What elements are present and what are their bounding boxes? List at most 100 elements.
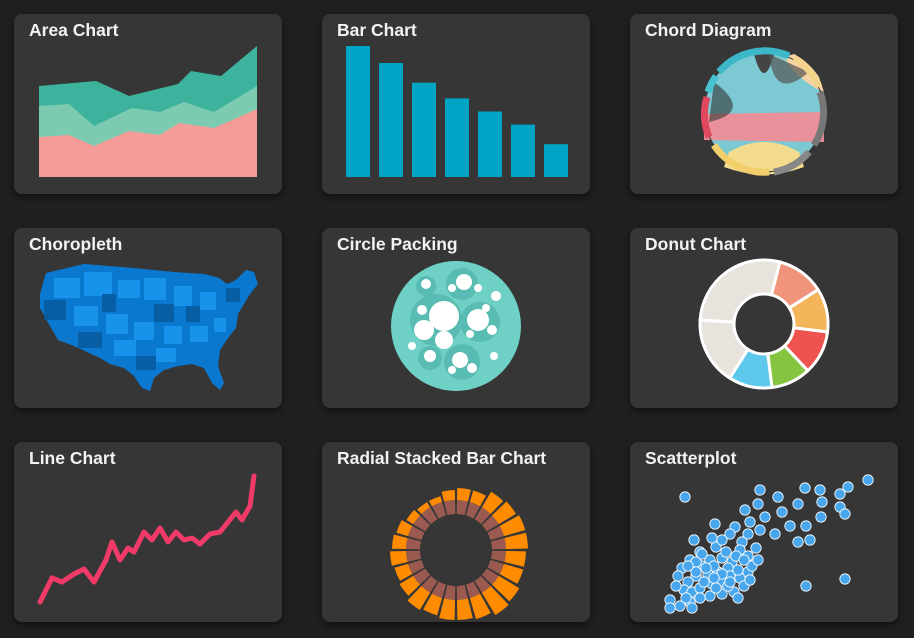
scatter-point xyxy=(842,481,854,493)
radial-bar-inner xyxy=(456,500,468,516)
chord-arc-gray xyxy=(810,90,828,147)
card-bar-chart[interactable]: Bar Chart xyxy=(322,14,590,194)
scatter-point xyxy=(772,491,784,503)
radial-bar-outer xyxy=(441,490,456,502)
chord-arc-teal-2 xyxy=(704,73,719,94)
radial-bar-outer xyxy=(499,563,524,584)
radial-bar-inner xyxy=(406,550,422,562)
scatter-point xyxy=(744,516,756,528)
scatter-point xyxy=(759,511,771,523)
radial-bar-outer xyxy=(399,575,420,596)
chord-arc-red xyxy=(700,95,713,139)
radial-bar-inner xyxy=(413,515,431,532)
radial-bar-outer xyxy=(392,534,408,550)
radial-bar-outer xyxy=(492,575,520,602)
scatter-point xyxy=(732,592,744,604)
pack-leaf xyxy=(487,325,497,335)
scatter-point xyxy=(732,564,744,576)
bar xyxy=(379,63,403,177)
pack-leaf xyxy=(490,352,498,360)
card-title: Area Chart xyxy=(29,20,119,40)
pack-leaf xyxy=(467,363,477,373)
scatter-point xyxy=(815,511,827,523)
radial-bar-outer xyxy=(390,550,408,566)
radial-bar-outer xyxy=(499,515,526,537)
scatter-point xyxy=(750,542,762,554)
scatter-point xyxy=(694,592,706,604)
radial-bar-outer xyxy=(456,598,473,620)
radial-bar-outer xyxy=(439,598,456,620)
card-line-chart[interactable]: Line Chart xyxy=(14,442,282,622)
scatter-point xyxy=(776,506,788,518)
choropleth-map-icon xyxy=(40,264,258,391)
radial-bar-outer xyxy=(428,496,443,507)
card-area-chart[interactable]: Area Chart xyxy=(14,14,282,194)
pack-leaf xyxy=(448,366,456,374)
card-chord-diagram[interactable]: Chord Diagram xyxy=(630,14,898,194)
card-radial-stacked-bar-chart[interactable]: Radial Stacked Bar Chart xyxy=(322,442,590,622)
scatter-point xyxy=(784,520,796,532)
pack-leaf xyxy=(452,352,468,368)
pack-leaf xyxy=(435,331,453,349)
donut-chart-icon xyxy=(698,258,830,390)
scatter-point xyxy=(716,534,728,546)
card-scatterplot[interactable]: Scatterplot xyxy=(630,442,898,622)
radial-bar-inner xyxy=(487,560,505,575)
scatter-point xyxy=(688,534,700,546)
scatter-point xyxy=(804,534,816,546)
radial-bar-inner xyxy=(407,525,425,540)
pack-leaf xyxy=(408,342,416,350)
card-choropleth[interactable]: Choropleth xyxy=(14,228,282,408)
scatter-point xyxy=(664,602,676,614)
radial-bar-inner xyxy=(421,507,438,525)
scatter-point xyxy=(799,482,811,494)
radial-bar-inner xyxy=(431,581,446,599)
radial-bar-inner xyxy=(444,584,456,600)
radial-bar-outer xyxy=(469,490,486,507)
bar xyxy=(412,82,436,177)
radial-bar-inner xyxy=(474,507,491,525)
scatter-point xyxy=(709,518,721,530)
card-circle-packing[interactable]: Circle Packing xyxy=(322,228,590,408)
scatter-point xyxy=(696,548,708,560)
donut-slice xyxy=(698,318,750,381)
card-title: Scatterplot xyxy=(645,448,737,468)
scatter-point xyxy=(670,580,682,592)
scatter-point xyxy=(752,554,764,566)
chord-ribbon-dark-3 xyxy=(709,82,733,122)
radial-bar-outer xyxy=(407,586,431,610)
scatter-point xyxy=(700,562,712,574)
chord-ribbon-pink xyxy=(704,112,824,142)
radial-bar-inner xyxy=(481,515,499,532)
scatter-point xyxy=(724,576,736,588)
scatter-point xyxy=(769,528,781,540)
scatter-point xyxy=(710,582,722,594)
scatter-point xyxy=(686,602,698,614)
scatter-point xyxy=(834,488,846,500)
scatter-point xyxy=(672,570,684,582)
radial-bar-outer xyxy=(423,593,443,616)
pack-leaf xyxy=(466,330,474,338)
pack-leaf xyxy=(421,279,431,289)
card-title: Bar Chart xyxy=(337,20,417,40)
card-title: Choropleth xyxy=(29,234,123,254)
scatter-point xyxy=(816,496,828,508)
radial-bar-inner xyxy=(444,500,456,516)
scatterplot-icon xyxy=(664,474,874,614)
radial-bar-outer xyxy=(469,593,491,620)
bar xyxy=(544,144,568,177)
chord-arc-yellow-top xyxy=(792,54,823,89)
scatter-point xyxy=(742,528,754,540)
pack-leaf xyxy=(482,304,490,312)
scatter-point xyxy=(862,474,874,486)
scatter-point xyxy=(708,572,720,584)
pack-leaf xyxy=(414,320,434,340)
scatter-point xyxy=(754,524,766,536)
bar-chart-icon xyxy=(346,46,568,177)
pack-leaf xyxy=(467,309,489,331)
scatter-point xyxy=(690,566,702,578)
chord-disk xyxy=(704,52,824,172)
card-title: Donut Chart xyxy=(645,234,747,254)
card-donut-chart[interactable]: Donut Chart xyxy=(630,228,898,408)
